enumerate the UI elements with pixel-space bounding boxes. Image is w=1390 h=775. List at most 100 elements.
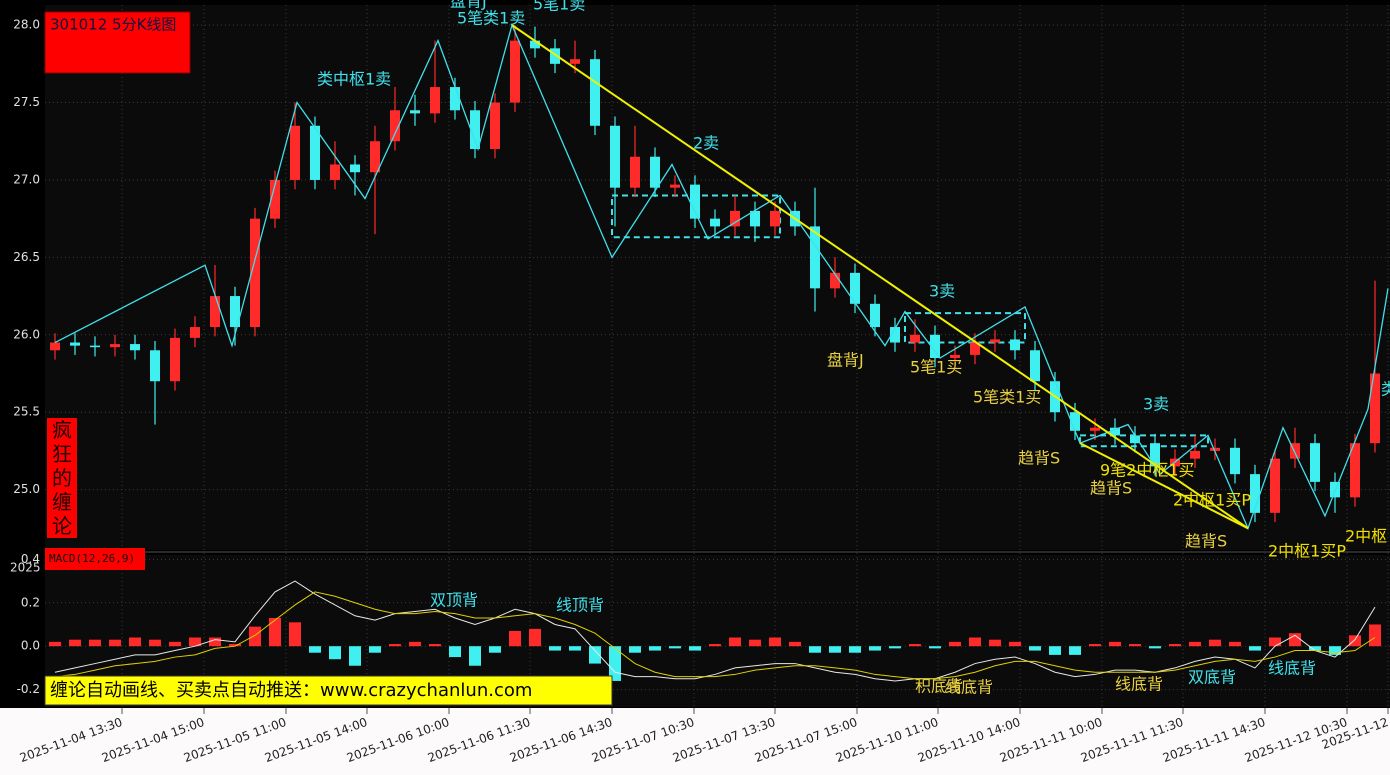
price-panel — [45, 5, 1390, 550]
macd-bar — [109, 639, 121, 647]
candle-body — [1150, 443, 1160, 467]
candle-body — [270, 179, 280, 219]
macd-bar — [869, 646, 881, 651]
annotation: 类 — [1381, 380, 1390, 399]
y-tick-label: 25.5 — [13, 405, 40, 419]
macd-bar — [1229, 641, 1241, 647]
macd-bar — [949, 641, 961, 647]
macd-bar — [349, 646, 361, 666]
macd-bar — [1169, 644, 1181, 647]
macd-bar — [1069, 646, 1081, 655]
candle-body — [670, 184, 680, 188]
macd-bar — [329, 646, 341, 660]
annotation: 3卖 — [1143, 395, 1169, 414]
macd-bar — [309, 646, 321, 653]
annotation: 趋背S — [1185, 532, 1227, 551]
candle-body — [170, 337, 180, 382]
annotation: 5笔类1卖 — [457, 9, 525, 28]
candle-body — [530, 40, 540, 49]
macd-bar — [89, 639, 101, 647]
candle-body — [290, 125, 300, 180]
candle-body — [510, 40, 520, 103]
macd-bar — [169, 641, 181, 647]
time-axis-area — [0, 708, 1390, 775]
macd-bar — [189, 637, 201, 647]
candle-body — [870, 303, 880, 328]
macd-bar — [689, 646, 701, 651]
candle-body — [850, 272, 860, 304]
macd-bar — [49, 641, 61, 647]
candle-body — [330, 164, 340, 180]
annotation: 3卖 — [929, 282, 955, 301]
macd-bar — [369, 646, 381, 653]
trend-line — [511, 24, 1249, 530]
candle-body — [1190, 450, 1200, 459]
macd-bar — [429, 644, 441, 647]
macd-bar — [409, 641, 421, 647]
annotation: 趋背S — [1090, 479, 1132, 498]
macd-bar — [749, 639, 761, 647]
macd-bar — [1029, 646, 1041, 651]
candle-body — [770, 210, 780, 227]
macd-bar — [629, 646, 641, 653]
annotation: 5笔1买 — [910, 358, 962, 377]
candle-body — [50, 342, 60, 351]
macd-bar — [1129, 644, 1141, 647]
candle-body — [1310, 443, 1320, 482]
annotation: 类中枢1卖 — [317, 70, 391, 89]
trend-line — [1079, 442, 1249, 530]
macd-bar — [789, 641, 801, 647]
macd-bar — [249, 626, 261, 647]
y-tick-label: 26.5 — [13, 250, 40, 264]
macd-bar — [569, 646, 581, 651]
candle-body — [750, 210, 760, 227]
candle-body — [1350, 443, 1360, 498]
annotation: 5笔1卖 — [533, 0, 585, 14]
candle-body — [310, 125, 320, 180]
candle-body — [1270, 458, 1280, 513]
macd-bar — [889, 646, 901, 649]
macd-bar — [1189, 641, 1201, 647]
candle-body — [630, 156, 640, 188]
macd-bar — [849, 646, 861, 653]
candle-body — [1290, 443, 1300, 459]
candle-body — [350, 164, 360, 173]
macd-bar — [509, 631, 521, 647]
macd-label-box — [45, 548, 145, 570]
macd-bar — [989, 639, 1001, 647]
banner: 缠论自动画线、买卖点自动推送：www.crazychanlun.com — [50, 680, 532, 701]
annotation: 积底背 — [915, 677, 963, 696]
annotation: 2卖 — [693, 134, 719, 153]
candle-body — [150, 350, 160, 382]
corner-label: 2025 — [10, 561, 41, 575]
macd-bar — [929, 646, 941, 649]
candle-body — [390, 110, 400, 142]
annotation: 盘背J — [827, 351, 864, 370]
candle-body — [450, 87, 460, 111]
candle-body — [550, 48, 560, 64]
candle-body — [830, 272, 840, 289]
macd-bar — [769, 637, 781, 647]
annotation: 趋背S — [1018, 449, 1060, 468]
candle-body — [250, 218, 260, 328]
chart-title: 301012 5分K线图 — [50, 16, 176, 34]
macd-line — [54, 591, 1376, 680]
macd-bar — [649, 646, 661, 651]
macd-bar — [1109, 641, 1121, 647]
y-tick-label: 27.5 — [13, 95, 40, 109]
macd-bar — [1049, 646, 1061, 655]
candle-body — [190, 327, 200, 338]
candle-body — [610, 125, 620, 188]
annotation: 线底背 — [1115, 675, 1163, 694]
annotation: 2中枢1买P — [1268, 542, 1346, 561]
candle-body — [730, 210, 740, 227]
macd-bar — [449, 646, 461, 658]
candle-body — [690, 184, 700, 219]
macd-bar — [729, 637, 741, 647]
macd-bar — [709, 644, 721, 647]
macd-bar — [1089, 644, 1101, 647]
candle-body — [570, 59, 580, 64]
macd-bar — [149, 639, 161, 647]
